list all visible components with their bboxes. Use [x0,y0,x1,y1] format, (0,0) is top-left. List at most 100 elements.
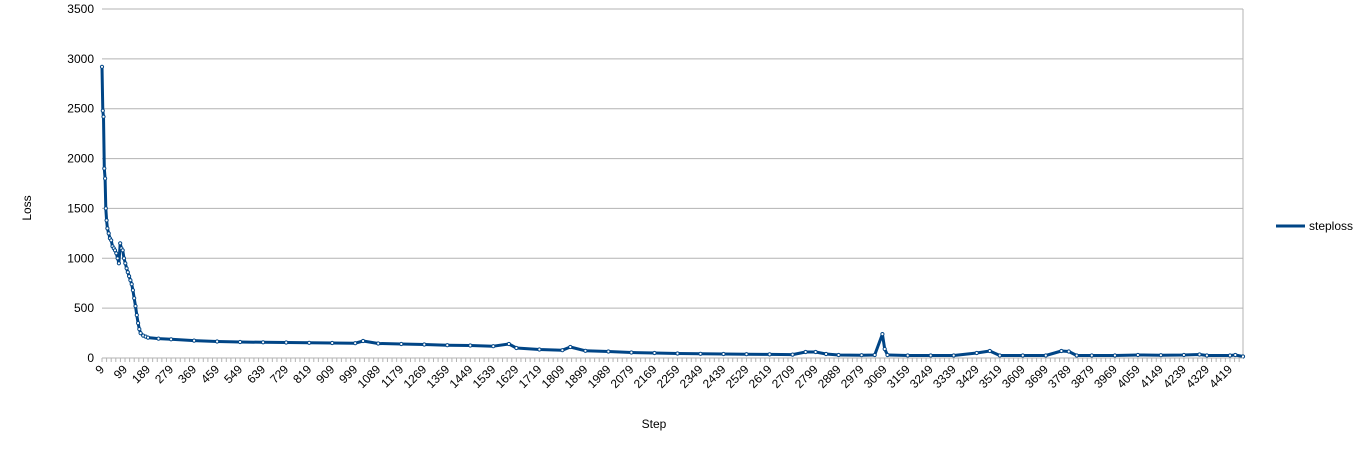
data-point [120,248,125,253]
data-point [99,64,105,69]
data-point [836,352,841,358]
data-point [1227,353,1233,358]
data-point [169,337,174,342]
data-point [102,166,107,171]
data-point [145,335,151,340]
x-tick-label: 1719 [516,362,545,391]
x-tick-label: 2979 [838,362,867,391]
data-point [330,340,335,346]
x-tick-labels: 9 991892793694595496397298199099991089117… [92,362,1235,391]
data-point [1112,353,1118,358]
data-point [629,350,634,355]
x-tick-label: 1269 [401,362,430,391]
data-point [115,256,120,261]
data-point [136,321,141,326]
data-point [1074,353,1079,358]
data-point [928,353,933,358]
data-point [445,343,450,348]
data-point [156,336,161,341]
data-point [137,327,142,332]
data-point [537,347,542,352]
data-point [1135,352,1141,358]
data-point [192,338,197,343]
x-tick-label: 9 [92,362,107,377]
x-tick-label: 279 [152,362,176,386]
data-point [138,331,143,336]
data-point [744,352,749,357]
x-tick-label: 1089 [355,362,384,391]
x-tick-label: 639 [244,362,268,386]
data-point [568,344,573,350]
data-point [468,343,473,348]
data-point [103,206,108,211]
data-point [880,332,885,337]
data-point [361,338,366,344]
x-tick-label: 4329 [1183,362,1212,391]
x-tick-label: 909 [313,362,337,386]
data-point [422,342,427,347]
data-point [376,341,381,346]
data-point [1181,352,1187,358]
x-tick-label: 3519 [976,362,1005,391]
data-point [506,341,511,347]
data-point [698,351,703,356]
x-tick-label: 2889 [815,362,844,391]
data-point [905,353,910,358]
x-tick-label: 4239 [1160,362,1189,391]
y-tick-labels: 0 500 1000 1500 2000 2500 3000 3500 [67,2,94,365]
x-tick-label: 3699 [1022,362,1051,391]
x-tick-label: 3159 [884,362,913,391]
data-point [1020,353,1025,358]
y-tick-label: 500 [74,301,94,315]
x-tick-label: 3069 [861,362,890,391]
x-tick-marks [101,358,1240,362]
x-tick-label: 729 [267,362,291,386]
x-tick-label: 3969 [1091,362,1120,391]
data-point [124,266,129,271]
x-tick-label: 3789 [1045,362,1074,391]
x-tick-label: 4149 [1137,362,1166,391]
x-tick-label: 3339 [930,362,959,391]
x-tick-label: 1989 [585,362,614,391]
x-tick-label: 369 [175,362,199,386]
x-tick-label: 2619 [746,362,775,391]
data-point [125,270,130,275]
x-tick-label: 4419 [1206,362,1235,391]
data-point [767,352,772,357]
y-tick-label: 0 [87,351,94,365]
y-tick-label: 1000 [67,251,94,265]
data-point [261,340,266,345]
y-tick-label: 1500 [67,201,94,215]
data-point [606,349,611,354]
data-point [882,346,887,352]
x-tick-label: 2259 [654,362,683,391]
y-gridlines [102,8,1244,358]
data-point [284,340,289,345]
data-point [130,288,135,293]
data-point [103,176,108,181]
data-point [399,341,404,347]
data-point [721,351,726,357]
legend-label-steploss: steploss [1309,219,1353,233]
data-point [100,108,105,113]
data-point [1197,352,1202,357]
y-tick-label: 2000 [67,152,94,166]
data-point [101,114,106,119]
data-point [133,304,138,309]
data-point [215,339,220,344]
y-tick-label: 3500 [67,2,94,16]
data-point [1066,349,1071,354]
data-point [307,340,312,345]
data-point [803,349,808,355]
x-tick-label: 3429 [953,362,982,391]
data-point [1043,353,1048,358]
data-point [974,350,979,356]
x-tick-label: 189 [129,362,153,386]
series-line-steploss [100,66,1244,358]
data-point [1204,353,1210,358]
x-tick-label: 2079 [608,362,637,391]
data-point [1158,353,1164,358]
x-tick-label: 1809 [539,362,568,391]
data-point [813,349,818,355]
